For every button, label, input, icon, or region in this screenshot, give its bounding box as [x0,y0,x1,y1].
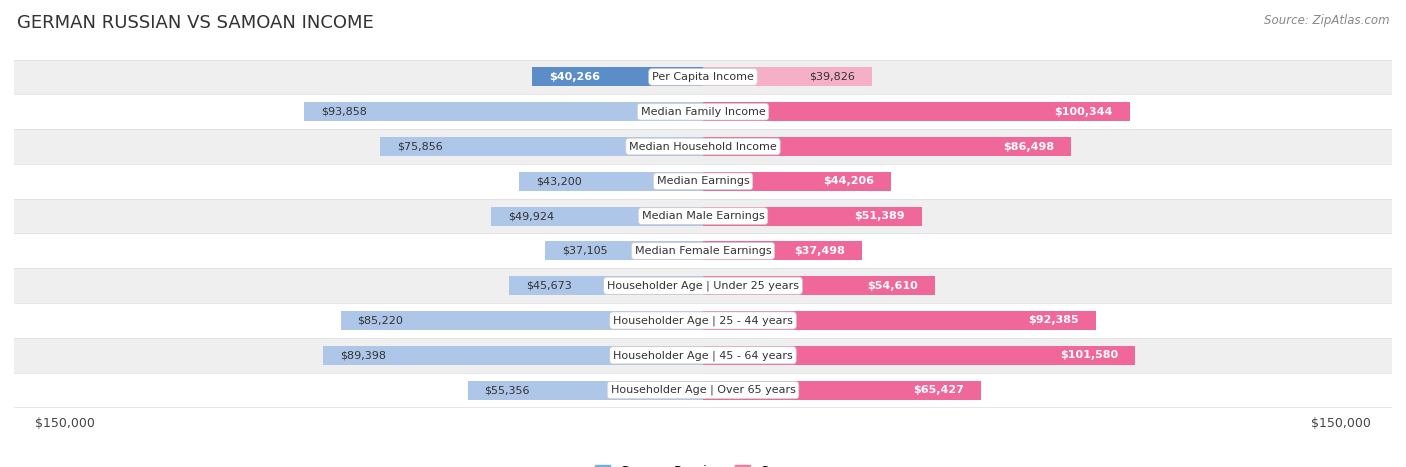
Bar [703,137,1071,156]
Bar [703,172,891,191]
Text: Median Male Earnings: Median Male Earnings [641,211,765,221]
Text: Per Capita Income: Per Capita Income [652,72,754,82]
Text: $37,105: $37,105 [562,246,607,256]
Text: $45,673: $45,673 [526,281,571,290]
Text: Householder Age | 45 - 64 years: Householder Age | 45 - 64 years [613,350,793,361]
Bar [14,94,1392,129]
Text: $101,580: $101,580 [1060,350,1118,360]
Text: $65,427: $65,427 [914,385,965,395]
Text: Householder Age | Over 65 years: Householder Age | Over 65 years [610,385,796,396]
Text: $92,385: $92,385 [1028,316,1078,325]
Text: $51,389: $51,389 [853,211,904,221]
Text: $40,266: $40,266 [548,72,600,82]
Text: $37,498: $37,498 [794,246,845,256]
Bar [323,346,703,365]
Bar [304,102,703,121]
Bar [509,276,703,295]
Bar [468,381,703,400]
Bar [703,67,872,86]
Bar [14,269,1392,303]
Text: Median Household Income: Median Household Income [628,142,778,151]
Text: $43,200: $43,200 [536,177,582,186]
Bar [546,241,703,261]
Bar [340,311,703,330]
Text: Median Female Earnings: Median Female Earnings [634,246,772,256]
Bar [381,137,703,156]
Text: $54,610: $54,610 [868,281,918,290]
Bar [703,311,1095,330]
Legend: German Russian, Samoan: German Russian, Samoan [591,460,815,467]
Bar [14,338,1392,373]
Bar [14,198,1392,234]
Bar [14,234,1392,269]
Bar [703,102,1130,121]
Bar [14,164,1392,198]
Text: Median Earnings: Median Earnings [657,177,749,186]
Text: GERMAN RUSSIAN VS SAMOAN INCOME: GERMAN RUSSIAN VS SAMOAN INCOME [17,14,374,32]
Bar [703,241,862,261]
Bar [703,276,935,295]
Text: $100,344: $100,344 [1054,107,1112,117]
Text: $39,826: $39,826 [810,72,855,82]
Bar [14,129,1392,164]
Bar [531,67,703,86]
Bar [703,206,921,226]
Text: Householder Age | 25 - 44 years: Householder Age | 25 - 44 years [613,315,793,326]
Bar [703,381,981,400]
Text: $93,858: $93,858 [321,107,367,117]
Text: $85,220: $85,220 [357,316,404,325]
Text: Median Family Income: Median Family Income [641,107,765,117]
Text: $49,924: $49,924 [508,211,554,221]
Text: $89,398: $89,398 [340,350,385,360]
Bar [491,206,703,226]
Bar [519,172,703,191]
Text: $75,856: $75,856 [398,142,443,151]
Bar [14,373,1392,408]
Bar [14,303,1392,338]
Text: $44,206: $44,206 [823,177,875,186]
Bar [14,59,1392,94]
Text: $55,356: $55,356 [485,385,530,395]
Text: Householder Age | Under 25 years: Householder Age | Under 25 years [607,281,799,291]
Text: $86,498: $86,498 [1002,142,1054,151]
Bar [703,346,1135,365]
Text: Source: ZipAtlas.com: Source: ZipAtlas.com [1264,14,1389,27]
